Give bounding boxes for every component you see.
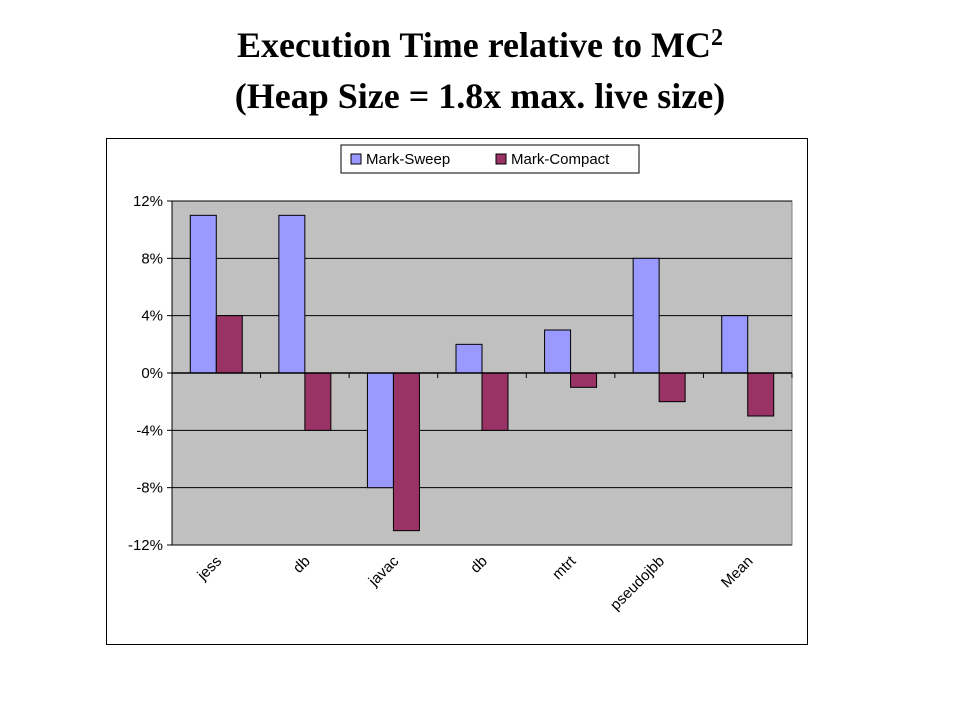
legend-swatch [495, 153, 507, 165]
bar-mark-compact [392, 372, 420, 532]
bar-mark-compact [304, 372, 332, 431]
y-tick-label: 12% [133, 193, 163, 210]
bar-mark-sweep [721, 315, 749, 374]
title-line-2: (Heap Size = 1.8x max. live size) [234, 76, 726, 116]
bar-mark-compact [215, 315, 243, 374]
y-tick-label: 0% [141, 365, 163, 382]
y-tick-label: -8% [136, 480, 163, 497]
bar-mark-sweep [189, 214, 217, 374]
bar-mark-sweep [455, 343, 483, 374]
chart-title: Execution Time relative to MC2 (Heap Siz… [120, 22, 840, 119]
bar-mark-sweep [366, 372, 394, 489]
bar-mark-sweep [544, 329, 572, 374]
x-category-label: javac [365, 552, 403, 590]
y-tick-label: -4% [136, 422, 163, 439]
bar-mark-compact [658, 372, 686, 403]
x-category-label: pseudojbb [607, 553, 668, 614]
legend [340, 144, 640, 174]
y-tick-label: 8% [141, 250, 163, 267]
title-superscript: 2 [710, 25, 723, 51]
bar-mark-sweep [632, 257, 660, 374]
bar-mark-compact [570, 372, 598, 388]
y-tick-label: -12% [128, 537, 163, 554]
legend-label: Mark-Compact [511, 151, 610, 168]
x-category-label: db [290, 553, 314, 577]
legend-swatch [350, 153, 362, 165]
legend-label: Mark-Sweep [366, 151, 450, 168]
y-tick-label: 4% [141, 308, 163, 325]
x-category-label: Mean [718, 553, 757, 592]
bar-mark-compact [481, 372, 509, 431]
bar-mark-compact [747, 372, 775, 417]
bar-mark-sweep [278, 214, 306, 374]
title-line-1-text: Execution Time relative to MC [237, 25, 711, 65]
x-category-label: jess [194, 553, 226, 585]
x-category-label: mtrt [549, 552, 580, 583]
title-line-1: Execution Time relative to MC2 [120, 22, 840, 73]
x-category-label: db [467, 553, 491, 577]
